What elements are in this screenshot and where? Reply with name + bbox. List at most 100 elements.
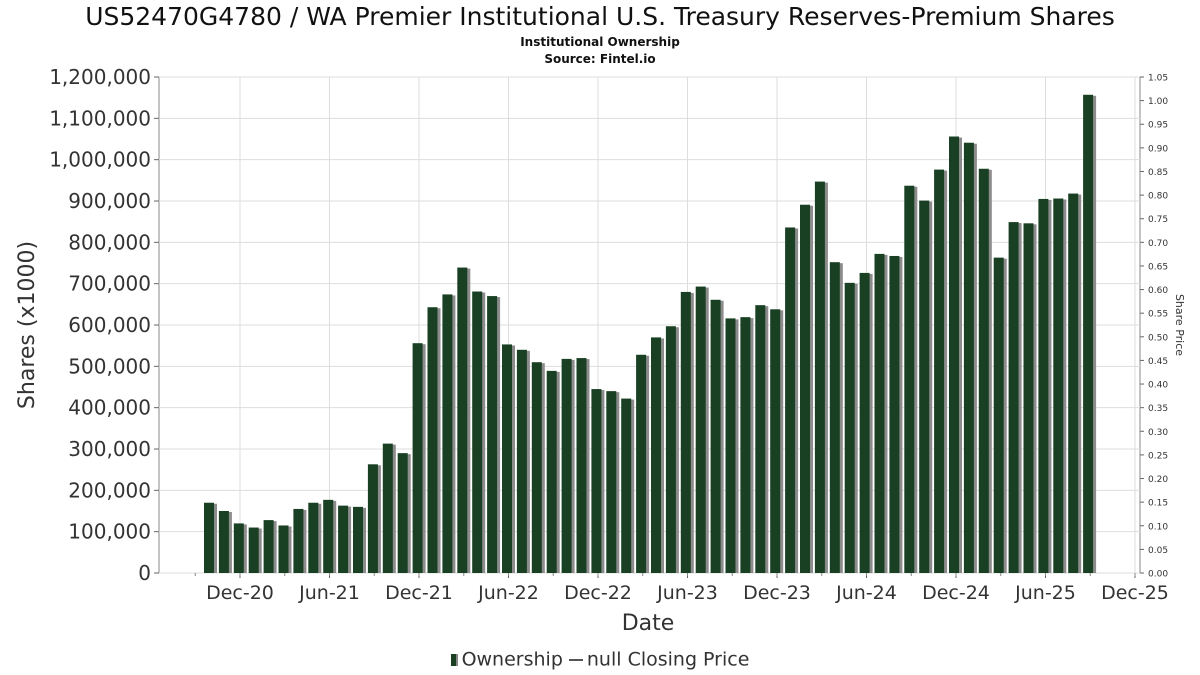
bar [770,309,781,573]
bar [621,398,632,573]
bar [397,453,408,573]
bar [680,291,691,573]
y2-tick-label: 0.20 [1148,475,1168,485]
x-tick-label: Dec-21 [385,582,453,604]
bar [710,299,721,573]
bar [725,318,736,573]
y2-tick-label: 0.35 [1148,404,1168,414]
y2-tick-label: 0.40 [1148,381,1168,391]
bar [934,169,945,573]
x-tick-label: Dec-25 [1101,582,1169,604]
y2-tick-label: 0.15 [1148,499,1168,509]
y2-tick-label: 0.90 [1148,144,1168,154]
bar [1038,198,1049,573]
bar [829,262,840,573]
bar [323,499,334,573]
bar [561,358,572,573]
bar [800,204,810,573]
y2-tick-label: 0.05 [1148,546,1168,556]
y2-tick-label: 0.25 [1148,451,1168,461]
bar [531,362,542,573]
bar [785,227,796,573]
bar [502,344,512,573]
x-tick-label: Jun-25 [1014,582,1076,604]
bar [949,136,959,573]
y-tick-label: 700,000 [68,272,151,296]
bar [889,255,900,573]
y2-tick-label: 0.45 [1148,357,1168,367]
bar [457,267,468,573]
bar [546,370,557,573]
chart-title: US52470G4780 / WA Premier Institutional … [85,2,1115,31]
bar [919,200,930,573]
bar [1008,222,1019,573]
bar [248,527,259,573]
bar [755,305,766,573]
y2-tick-label: 1.00 [1148,97,1168,107]
bar [1023,223,1034,573]
y2-tick-label: 0.00 [1148,570,1168,580]
y-tick-label: 300,000 [68,437,151,461]
y-tick-label: 100,000 [68,520,151,544]
bar [382,443,393,573]
y-tick-label: 500,000 [68,354,151,378]
y-tick-label: 800,000 [68,230,151,254]
y-tick-label: 900,000 [68,189,151,213]
bar [263,520,274,573]
bar [1068,193,1079,573]
bar [487,296,498,573]
x-tick-label: Jun-21 [298,582,360,604]
y-tick-label: 1,000,000 [49,148,151,172]
bar [338,505,349,573]
bar [844,282,855,573]
x-tick-label: Jun-24 [835,582,897,604]
y2-tick-label: 0.60 [1148,286,1168,296]
bar [233,523,244,573]
y2-tick-label: 0.65 [1148,262,1168,272]
bar [695,286,706,573]
bar [606,391,617,573]
y-tick-label: 200,000 [68,478,151,502]
bar [516,349,527,573]
y2-tick-label: 0.75 [1148,215,1168,225]
x-axis: Dec-20 Jun-21 Dec-21 Jun-22 Dec-22 Jun-23 Dec-… [194,573,1169,604]
bar [904,185,915,573]
bar [1053,198,1064,573]
bar [993,257,1004,573]
bar [651,337,661,573]
y2-tick-label: 0.55 [1148,310,1168,320]
bar [740,317,751,573]
x-tick-label: Jun-22 [477,582,539,604]
bar [472,291,483,573]
y2-tick-label: 0.85 [1148,168,1168,178]
legend: Ownership null Closing Price [0,648,1200,671]
bar [814,181,825,573]
bars [204,94,1097,574]
bar [859,272,870,573]
y2-tick-label: 0.50 [1148,333,1168,343]
bar [442,294,453,573]
x-tick-label: Dec-24 [922,582,990,604]
bar [636,354,647,573]
y2-tick-label: 0.30 [1148,428,1168,438]
bar [978,168,989,573]
y-tick-label: 400,000 [68,396,151,420]
x-tick-label: Dec-23 [743,582,811,604]
bar [665,326,676,573]
bar [218,511,229,573]
bar [367,464,378,573]
bar [576,358,587,573]
bar [412,343,423,573]
x-tick-label: Jun-23 [656,582,718,604]
y-tick-label: 1,100,000 [49,106,151,130]
x-axis-label: Date [622,611,675,636]
bar [591,389,602,573]
bar [1083,94,1094,574]
bar [963,142,974,573]
y2-tick-label: 0.80 [1148,192,1168,202]
y2-tick-label: 0.70 [1148,239,1168,249]
y2-axis: 0.00 0.05 0.10 0.15 0.20 0.25 0.30 0.35 0.40 0.45… [1140,74,1168,580]
bar [278,525,289,573]
bar [427,307,438,573]
